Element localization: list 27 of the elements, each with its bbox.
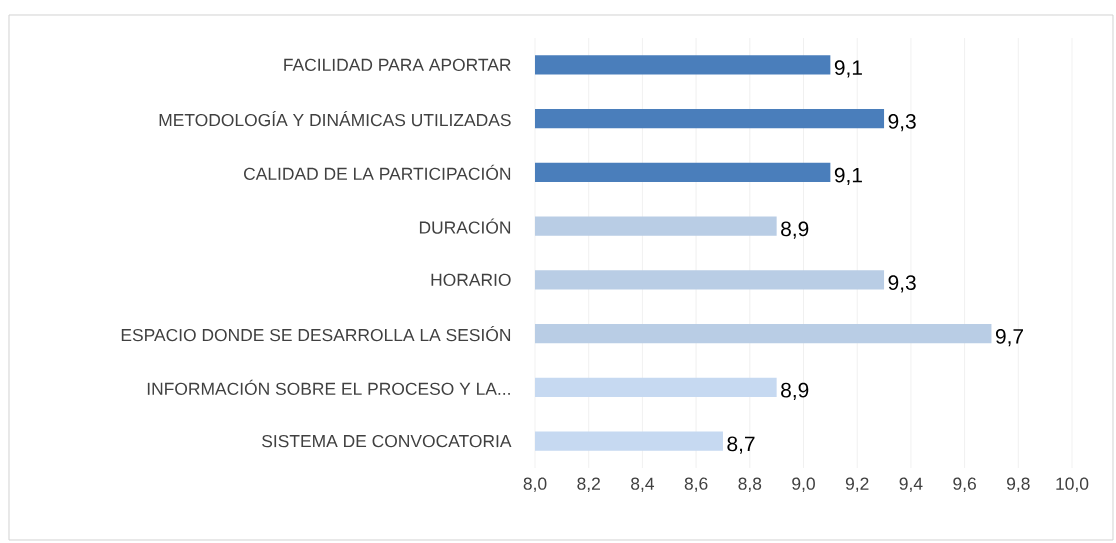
x-tick-label: 8,8 [738, 477, 762, 492]
data-label: 8,9 [781, 382, 809, 400]
y-tick-label: METODOLOGÍA Y DINÁMICAS UTILIZADAS [159, 110, 511, 127]
data-label: 9,7 [995, 328, 1023, 347]
y-tick-label: DURACIÓN [419, 218, 511, 234]
y-tick-label: SISTEMA DE CONVOCATORIA [262, 434, 512, 448]
x-tick-label: 8,4 [631, 477, 655, 492]
data-label: 9,1 [834, 167, 862, 185]
x-tick-label: 10,0 [1056, 477, 1089, 492]
x-tick-label: 9,6 [953, 477, 976, 492]
y-tick-label: HORARIO [431, 273, 511, 287]
x-tick-label: 8,6 [684, 477, 708, 492]
data-label: 9,3 [888, 113, 916, 132]
x-tick-label: 8,0 [523, 477, 547, 492]
x-tick-label: 9,8 [1007, 477, 1030, 492]
y-tick-label: FACILIDAD PARA APORTAR [284, 58, 511, 72]
x-tick-label: 9,2 [845, 477, 869, 492]
x-tick-label: 9,0 [792, 477, 815, 492]
data-label: 9,1 [834, 60, 862, 78]
y-tick-label: ESPACIO DONDE SE DESARROLLA LA SESIÓN [121, 325, 511, 342]
data-label: 8,9 [781, 221, 809, 239]
data-label: 8,7 [727, 436, 755, 454]
data-label: 9,3 [888, 275, 916, 293]
x-tick-label: 8,2 [577, 477, 600, 492]
x-tick-label: 9,4 [899, 477, 923, 492]
y-tick-label: CALIDAD DE LA PARTICIPACIÓN [244, 164, 511, 181]
y-tick-label: INFORMACIÓN SOBRE EL PROCESO Y LA... [147, 379, 510, 396]
